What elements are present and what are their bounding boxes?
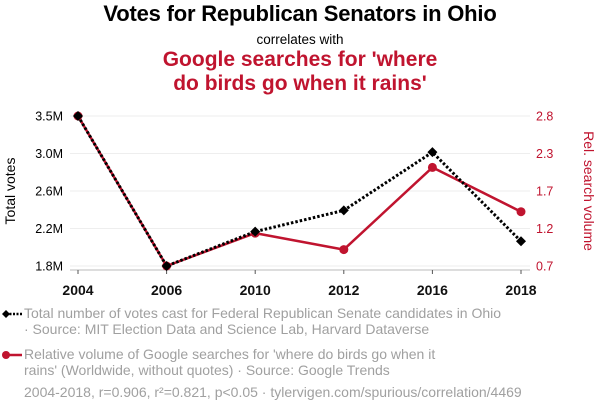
search-data-point — [516, 207, 526, 217]
y-right-tick-label: 1.2 — [536, 222, 553, 236]
legend-search-line-1: Relative volume of Google searches for '… — [24, 346, 436, 362]
y-left-tick-label: 1.8M — [35, 260, 63, 274]
legend-search-line-2: rains' (Worldwide, without quotes) · Sou… — [24, 362, 390, 378]
votes-series-line — [76, 115, 523, 268]
dotted-diamond-legend-icon — [2, 310, 22, 318]
legend-votes-line-1: Total number of votes cast for Federal R… — [24, 305, 502, 321]
x-tick-label: 2010 — [240, 282, 271, 298]
series-group — [73, 111, 526, 271]
solid-circle-legend-icon — [2, 351, 22, 359]
gridlines — [70, 115, 530, 267]
votes-data-point — [427, 147, 438, 158]
y-left-tick-label: 2.6M — [35, 185, 63, 199]
x-tick-label: 2016 — [417, 282, 448, 298]
y-left-tick-label: 2.2M — [35, 222, 63, 236]
votes-data-point — [73, 111, 83, 121]
y-left-tick-label: 3.0M — [35, 147, 63, 161]
footer-stats: 2004-2018, r=0.906, r²=0.821, p<0.05 · t… — [24, 384, 522, 400]
x-tick-label: 2018 — [505, 282, 536, 298]
axes: 3.5M 3.0M 2.6M 2.2M 1.8M 2.8 2.3 1.7 1.2 0.7 2004 2… — [35, 110, 553, 299]
line-chart: 3.5M 3.0M 2.6M 2.2M 1.8M 2.8 2.3 1.7 1.2 0.7 2004 2… — [2, 110, 597, 299]
votes-data-point — [250, 226, 261, 237]
x-tick-label: 2004 — [62, 282, 93, 298]
chart-title: Votes for Republican Senators in Ohio — [103, 1, 497, 26]
legend-votes-line-2: · Source: MIT Election Data and Science … — [24, 321, 430, 337]
y-left-tick-label: 3.5M — [35, 110, 63, 124]
y-right-tick-label: 2.8 — [536, 110, 553, 124]
votes-data-point — [338, 205, 349, 216]
secondary-title-line-2: do birds go when it rains' — [173, 72, 427, 95]
votes-data-point — [516, 236, 526, 247]
y-right-tick-label: 2.3 — [536, 147, 553, 161]
x-tick-label: 2012 — [328, 282, 359, 298]
y-axis-label-right: Rel. search volume — [581, 131, 597, 251]
y-axis-label-left: Total votes — [2, 158, 18, 225]
search-data-point — [427, 162, 437, 172]
secondary-title-line-1: Google searches for 'where — [162, 48, 438, 71]
x-tick-label: 2006 — [151, 282, 182, 298]
search-data-point — [339, 245, 349, 255]
y-right-tick-label: 0.7 — [536, 260, 553, 274]
chart-secondary-title: Google searches for 'where do birds go w… — [0, 48, 600, 96]
chart-subtitle: correlates with — [256, 32, 344, 47]
votes-data-point — [161, 261, 172, 271]
y-right-tick-label: 1.7 — [536, 185, 553, 199]
